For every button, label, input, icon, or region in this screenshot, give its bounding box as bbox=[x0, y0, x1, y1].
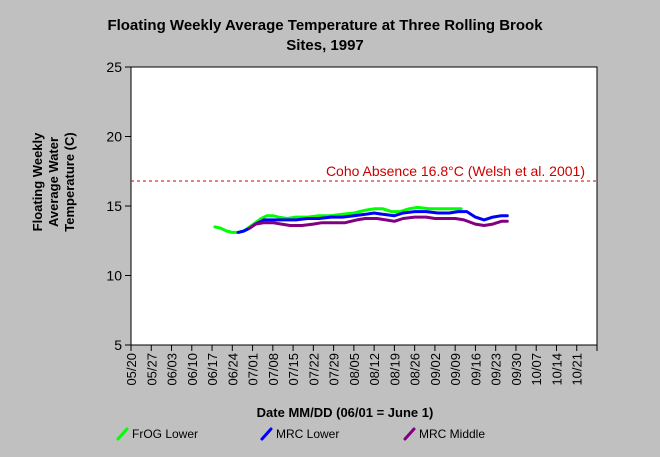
legend-label: MRC Lower bbox=[276, 427, 339, 441]
x-tick-label: 07/15 bbox=[286, 353, 301, 386]
x-tick-label: 09/02 bbox=[428, 353, 443, 386]
legend-label: MRC Middle bbox=[419, 427, 485, 441]
x-tick-label: 10/21 bbox=[570, 353, 585, 386]
threshold: Coho Absence 16.8°C (Welsh et al. 2001) bbox=[131, 163, 597, 182]
x-tick-label: 08/12 bbox=[367, 353, 382, 386]
x-tick-label: 05/20 bbox=[124, 353, 139, 386]
plot-area bbox=[130, 66, 598, 346]
y-axis-label: Floating Weekly Average Water Temperatur… bbox=[30, 132, 77, 232]
chart-title-line-1: Floating Weekly Average Temperature at T… bbox=[107, 17, 543, 34]
x-tick-label: 10/14 bbox=[549, 353, 564, 386]
legend-swatch bbox=[116, 427, 129, 441]
x-tick-label: 06/24 bbox=[225, 353, 240, 386]
y-tick-label: 20 bbox=[106, 129, 122, 145]
chart-title-line-2: Sites, 1997 bbox=[286, 37, 364, 54]
x-tick-label: 07/01 bbox=[246, 353, 261, 386]
legend-label: FrOG Lower bbox=[132, 427, 198, 441]
y-tick-label: 25 bbox=[106, 59, 122, 75]
y-axis-label-line-3: Temperature (C) bbox=[62, 132, 77, 231]
x-tick-label: 08/19 bbox=[387, 353, 402, 386]
x-tick-label: 06/10 bbox=[185, 353, 200, 386]
series-line-mrc-lower bbox=[236, 210, 509, 234]
y-tick-label: 15 bbox=[106, 198, 122, 214]
x-tick-label: 07/08 bbox=[266, 353, 281, 386]
legend-swatch bbox=[260, 427, 273, 441]
chart-title: Floating Weekly Average Temperature at T… bbox=[107, 17, 543, 54]
y-tick-label: 10 bbox=[106, 268, 122, 284]
x-tick-label: 09/23 bbox=[489, 353, 504, 386]
y-axis: 5 10 15 20 25 bbox=[106, 59, 131, 353]
legend: FrOG Lower MRC Lower MRC Middle bbox=[116, 427, 485, 441]
y-axis-label-line-1: Floating Weekly bbox=[30, 132, 45, 231]
legend-swatch bbox=[403, 427, 416, 441]
x-tick-label: 07/22 bbox=[306, 353, 321, 386]
x-tick-label: 09/30 bbox=[509, 353, 524, 386]
x-tick-label: 06/17 bbox=[205, 353, 220, 386]
x-tick-label: 09/09 bbox=[448, 353, 463, 386]
x-axis: 05/20 05/27 06/03 06/10 06/17 06/24 07/01 07/08… bbox=[124, 345, 598, 386]
x-tick-label: 10/07 bbox=[529, 353, 544, 386]
x-tick-label: 06/03 bbox=[165, 353, 180, 386]
series-group bbox=[213, 205, 509, 234]
series-line-mrc-middle bbox=[248, 215, 509, 230]
threshold-label: Coho Absence 16.8°C (Welsh et al. 2001) bbox=[326, 163, 585, 179]
x-tick-label: 08/05 bbox=[347, 353, 362, 386]
x-tick-label: 08/26 bbox=[408, 353, 423, 386]
x-axis-label: Date MM/DD (06/01 = June 1) bbox=[257, 405, 434, 420]
y-axis-label-line-2: Average Water bbox=[46, 137, 61, 227]
x-tick-label: 05/27 bbox=[144, 353, 159, 386]
x-tick-label: 09/16 bbox=[468, 353, 483, 386]
x-tick-label: 07/29 bbox=[327, 353, 342, 386]
y-tick-label: 5 bbox=[114, 337, 122, 353]
